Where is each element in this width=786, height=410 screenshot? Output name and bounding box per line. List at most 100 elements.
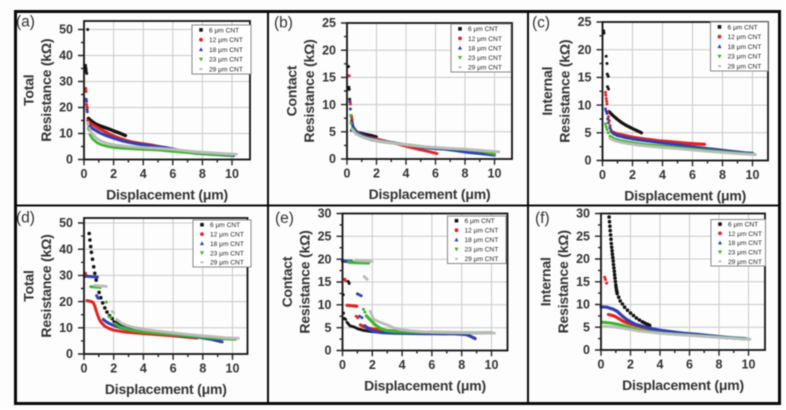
svg-text:10: 10 bbox=[59, 321, 73, 335]
svg-text:15: 15 bbox=[322, 71, 336, 85]
svg-text:6: 6 bbox=[432, 167, 439, 181]
svg-text:18 μm CNT: 18 μm CNT bbox=[728, 240, 762, 247]
svg-text:6: 6 bbox=[428, 358, 435, 372]
svg-text:6: 6 bbox=[686, 358, 693, 372]
svg-text:Resistance (kΩ): Resistance (kΩ) bbox=[301, 39, 317, 142]
svg-text:20: 20 bbox=[576, 252, 590, 266]
svg-text:6: 6 bbox=[169, 167, 176, 181]
svg-text:8: 8 bbox=[199, 167, 206, 181]
svg-text:6 μm CNT: 6 μm CNT bbox=[465, 218, 495, 225]
svg-text:12 μm CNT: 12 μm CNT bbox=[728, 34, 762, 41]
svg-text:Displacement (μm): Displacement (μm) bbox=[364, 378, 486, 394]
svg-text:10: 10 bbox=[485, 358, 499, 372]
svg-text:2: 2 bbox=[627, 358, 634, 372]
svg-text:0: 0 bbox=[66, 153, 73, 167]
svg-text:12 μm CNT: 12 μm CNT bbox=[209, 37, 243, 44]
svg-text:23 μm CNT: 23 μm CNT bbox=[209, 57, 243, 64]
svg-text:Resistance (kΩ): Resistance (kΩ) bbox=[38, 234, 54, 337]
svg-text:50: 50 bbox=[59, 23, 73, 37]
svg-text:0: 0 bbox=[598, 358, 605, 372]
svg-text:10: 10 bbox=[742, 358, 756, 372]
svg-text:29 μm CNT: 29 μm CNT bbox=[728, 64, 762, 71]
svg-text:Resistance (kΩ): Resistance (kΩ) bbox=[38, 39, 54, 142]
svg-text:10: 10 bbox=[488, 167, 502, 181]
svg-text:15: 15 bbox=[576, 275, 590, 289]
svg-text:Contact: Contact bbox=[279, 256, 295, 307]
svg-text:18 μm CNT: 18 μm CNT bbox=[728, 44, 762, 51]
svg-text:4: 4 bbox=[399, 358, 406, 372]
svg-text:Displacement (μm): Displacement (μm) bbox=[622, 377, 744, 393]
svg-text:5: 5 bbox=[583, 320, 590, 334]
svg-text:0: 0 bbox=[66, 347, 73, 361]
svg-text:(d): (d) bbox=[16, 210, 35, 227]
svg-text:Resistance (kΩ): Resistance (kΩ) bbox=[297, 230, 313, 333]
svg-text:20: 20 bbox=[322, 43, 336, 57]
svg-text:(b): (b) bbox=[274, 15, 293, 32]
svg-text:Internal: Internal bbox=[539, 67, 555, 116]
svg-text:23 μm CNT: 23 μm CNT bbox=[468, 55, 502, 62]
svg-text:20: 20 bbox=[578, 43, 592, 57]
svg-text:20: 20 bbox=[318, 252, 332, 266]
svg-text:12 μm CNT: 12 μm CNT bbox=[210, 232, 244, 239]
svg-text:10: 10 bbox=[318, 298, 332, 312]
svg-text:Total: Total bbox=[21, 270, 37, 301]
svg-text:6 μm CNT: 6 μm CNT bbox=[468, 26, 498, 33]
svg-text:18 μm CNT: 18 μm CNT bbox=[465, 237, 499, 244]
svg-text:30: 30 bbox=[59, 75, 73, 89]
svg-text:0: 0 bbox=[583, 343, 590, 357]
svg-text:12 μm CNT: 12 μm CNT bbox=[468, 36, 502, 43]
svg-text:23 μm CNT: 23 μm CNT bbox=[210, 250, 244, 257]
svg-text:8: 8 bbox=[462, 167, 469, 181]
svg-text:18 μm CNT: 18 μm CNT bbox=[210, 241, 244, 248]
svg-text:Displacement (μm): Displacement (μm) bbox=[106, 187, 228, 203]
svg-text:25: 25 bbox=[578, 15, 592, 29]
svg-text:Displacement (μm): Displacement (μm) bbox=[105, 381, 227, 397]
svg-text:8: 8 bbox=[716, 358, 723, 372]
svg-text:(c): (c) bbox=[532, 15, 550, 32]
svg-text:2: 2 bbox=[369, 358, 376, 372]
svg-text:30: 30 bbox=[318, 207, 332, 221]
svg-text:10: 10 bbox=[576, 298, 590, 312]
svg-text:6 μm CNT: 6 μm CNT bbox=[728, 222, 758, 229]
svg-text:10: 10 bbox=[226, 362, 240, 376]
svg-text:0: 0 bbox=[599, 168, 606, 182]
svg-text:6 μm CNT: 6 μm CNT bbox=[728, 24, 758, 31]
svg-text:Displacement (μm): Displacement (μm) bbox=[369, 186, 491, 202]
svg-text:29 μm CNT: 29 μm CNT bbox=[210, 260, 244, 267]
svg-text:6 μm CNT: 6 μm CNT bbox=[210, 222, 240, 229]
svg-text:10: 10 bbox=[578, 98, 592, 112]
svg-text:8: 8 bbox=[458, 358, 465, 372]
svg-text:0: 0 bbox=[344, 167, 351, 181]
svg-text:29 μm CNT: 29 μm CNT bbox=[465, 256, 499, 263]
svg-text:18 μm CNT: 18 μm CNT bbox=[209, 47, 243, 54]
svg-text:6: 6 bbox=[689, 168, 696, 182]
svg-text:29 μm CNT: 29 μm CNT bbox=[209, 67, 243, 74]
svg-text:Internal: Internal bbox=[538, 257, 554, 306]
svg-text:6 μm CNT: 6 μm CNT bbox=[209, 27, 239, 34]
svg-text:30: 30 bbox=[59, 269, 73, 283]
svg-text:Displacement (μm): Displacement (μm) bbox=[624, 188, 746, 204]
svg-text:Total: Total bbox=[21, 74, 37, 105]
svg-text:18 μm CNT: 18 μm CNT bbox=[468, 45, 502, 52]
svg-text:25: 25 bbox=[576, 229, 590, 243]
svg-text:(a): (a) bbox=[16, 14, 35, 31]
svg-text:15: 15 bbox=[578, 71, 592, 85]
svg-text:4: 4 bbox=[657, 358, 664, 372]
svg-text:0: 0 bbox=[325, 344, 332, 358]
svg-text:29 μm CNT: 29 μm CNT bbox=[728, 259, 762, 266]
svg-text:50: 50 bbox=[59, 216, 73, 230]
svg-text:Contact: Contact bbox=[284, 65, 300, 116]
svg-text:2: 2 bbox=[373, 167, 380, 181]
svg-text:10: 10 bbox=[746, 168, 760, 182]
svg-text:4: 4 bbox=[140, 362, 147, 376]
svg-text:2: 2 bbox=[629, 168, 636, 182]
svg-text:(f): (f) bbox=[535, 210, 550, 227]
svg-text:15: 15 bbox=[318, 275, 332, 289]
svg-text:2: 2 bbox=[110, 362, 117, 376]
svg-text:2: 2 bbox=[110, 167, 117, 181]
svg-text:12 μm CNT: 12 μm CNT bbox=[728, 231, 762, 238]
svg-text:23 μm CNT: 23 μm CNT bbox=[728, 54, 762, 61]
svg-text:0: 0 bbox=[81, 167, 88, 181]
svg-text:5: 5 bbox=[585, 126, 592, 140]
svg-text:4: 4 bbox=[403, 167, 410, 181]
